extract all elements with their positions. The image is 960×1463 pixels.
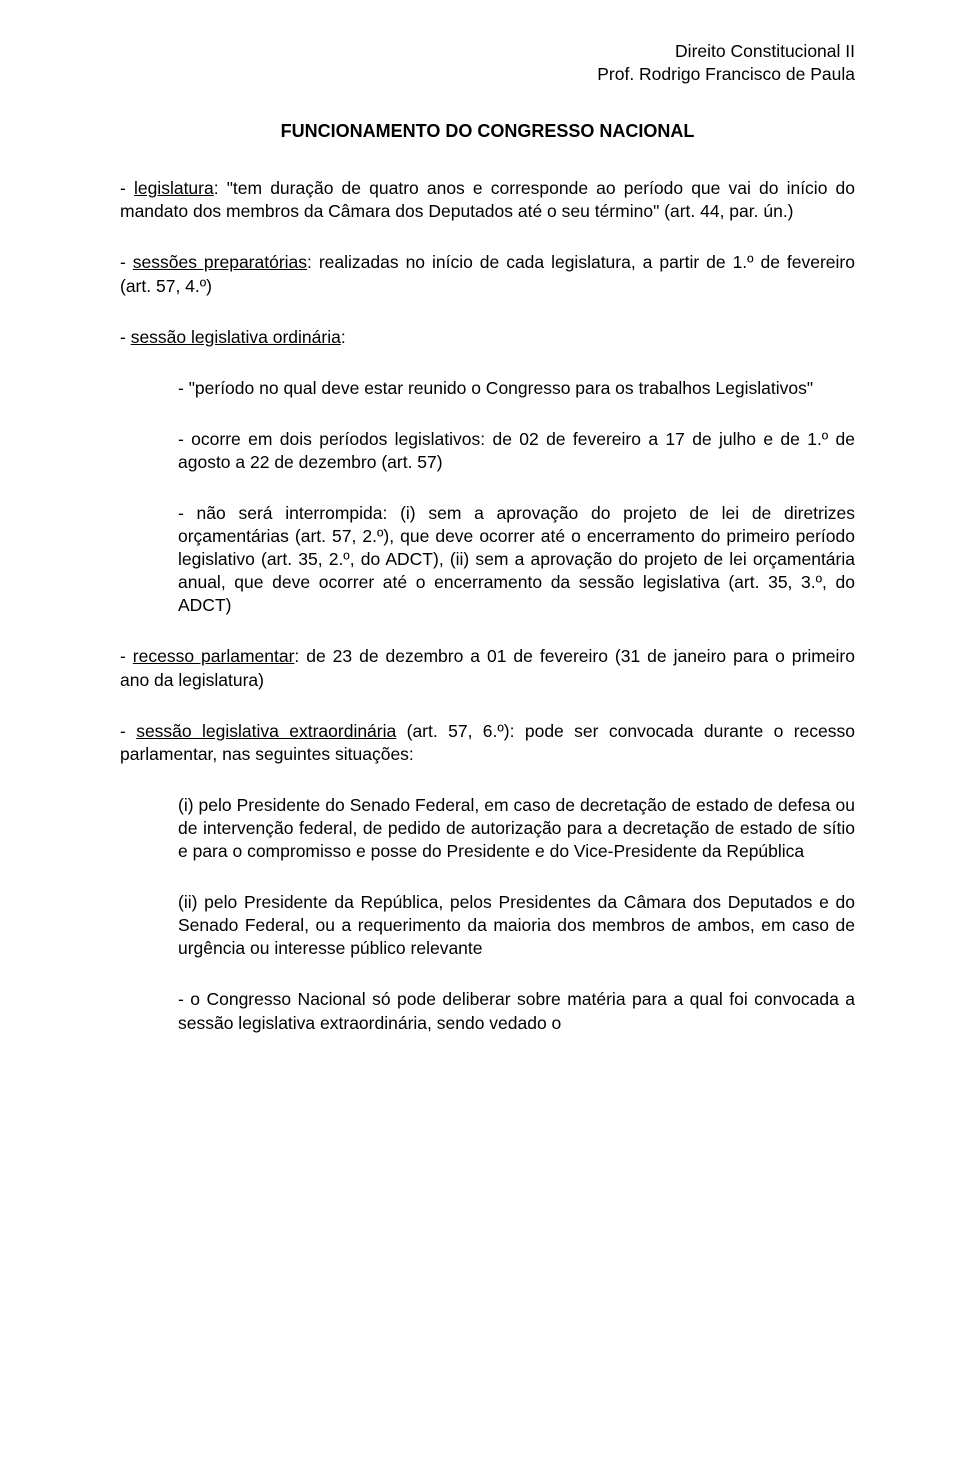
prefix: - — [120, 252, 133, 272]
paragraph-sessao-extraordinaria: - sessão legislativa extraordinária (art… — [120, 720, 855, 766]
underlined-term-sessao-legislativa-ordinaria: sessão legislativa ordinária — [131, 327, 341, 347]
underlined-term-sessao-extraordinaria: sessão legislativa extraordinária — [136, 721, 396, 741]
page-header: Direito Constitucional II Prof. Rodrigo … — [120, 40, 855, 86]
underlined-term-legislatura: legislatura — [134, 178, 214, 198]
sub-paragraph-congresso: - o Congresso Nacional só pode deliberar… — [178, 988, 855, 1034]
underlined-term-recesso-parlamentar: recesso parlamentar — [133, 646, 295, 666]
rest: : — [341, 327, 346, 347]
paragraph-sessao-legislativa-ordinaria: - sessão legislativa ordinária: — [120, 326, 855, 349]
paragraph-recesso-parlamentar: - recesso parlamentar: de 23 de dezembro… — [120, 645, 855, 691]
header-professor-line: Prof. Rodrigo Francisco de Paula — [120, 63, 855, 86]
sub-paragraph-ii: (ii) pelo Presidente da República, pelos… — [178, 891, 855, 960]
prefix: - — [120, 646, 133, 666]
prefix: - — [120, 178, 134, 198]
rest: : "tem duração de quatro anos e correspo… — [120, 178, 855, 221]
prefix: - — [120, 721, 136, 741]
underlined-term-sessoes-preparatorias: sessões preparatórias — [133, 252, 307, 272]
sub-paragraph-periodo: - "período no qual deve estar reunido o … — [178, 377, 855, 400]
document-title: FUNCIONAMENTO DO CONGRESSO NACIONAL — [120, 120, 855, 144]
sub-paragraph-i: (i) pelo Presidente do Senado Federal, e… — [178, 794, 855, 863]
document-page: Direito Constitucional II Prof. Rodrigo … — [0, 0, 960, 1463]
sub-paragraph-ocorre: - ocorre em dois períodos legislativos: … — [178, 428, 855, 474]
paragraph-legislatura: - legislatura: "tem duração de quatro an… — [120, 177, 855, 223]
indent-block-ordinaria: - "período no qual deve estar reunido o … — [120, 377, 855, 618]
prefix: - — [120, 327, 131, 347]
header-course-line: Direito Constitucional II — [120, 40, 855, 63]
paragraph-sessoes-preparatorias: - sessões preparatórias: realizadas no i… — [120, 251, 855, 297]
indent-block-extraordinaria: (i) pelo Presidente do Senado Federal, e… — [120, 794, 855, 1035]
sub-paragraph-nao-interrompida: - não será interrompida: (i) sem a aprov… — [178, 502, 855, 617]
